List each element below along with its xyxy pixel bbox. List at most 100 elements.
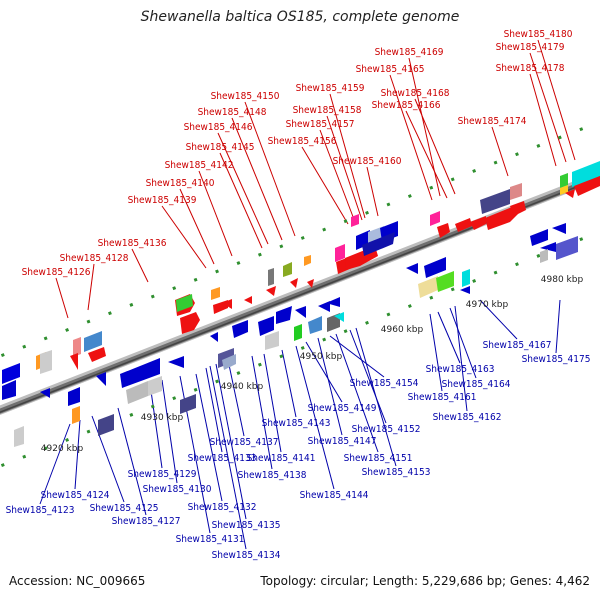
gene-label[interactable]: Shew185_4164 <box>442 379 511 390</box>
coordinate-ticks: 4920 kbp 4930 kbp 4940 kbp 4950 kbp 4960 kbp… <box>41 275 584 454</box>
leader-line <box>91 415 125 503</box>
leader-line <box>295 345 335 490</box>
gene-label[interactable]: Shew185_4127 <box>112 516 181 527</box>
gene-label[interactable]: Shew185_4124 <box>41 490 110 501</box>
gene-label[interactable]: Shew185_4154 <box>350 378 419 389</box>
gene-label[interactable]: Shew185_4153 <box>362 467 431 478</box>
page-title: Shewanella baltica OS185, complete genom… <box>140 9 460 25</box>
coordinate-tick-label: 4940 kbp <box>221 382 264 392</box>
leader-line <box>355 327 397 467</box>
leader-line <box>414 98 456 195</box>
gene-label[interactable]: Shew185_4156 <box>268 136 337 147</box>
gene-label[interactable]: Shew185_4137 <box>210 437 279 448</box>
leader-line <box>244 101 296 237</box>
leader-line <box>449 307 477 379</box>
gene-label[interactable]: Shew185_4168 <box>381 88 450 99</box>
leader-line <box>301 146 349 225</box>
gene-label[interactable]: Shew185_4143 <box>262 418 331 429</box>
label-leader-lines <box>39 39 576 550</box>
leader-line <box>349 329 387 424</box>
gene-label[interactable]: Shew185_4128 <box>60 253 129 264</box>
leader-line <box>326 115 363 221</box>
leader-line <box>219 152 263 249</box>
coordinate-tick-label: 4950 kbp <box>300 352 343 362</box>
leader-line <box>179 188 215 265</box>
gene-label[interactable]: Shew185_4139 <box>128 195 197 206</box>
leader-line <box>251 355 273 470</box>
gene-label[interactable]: Shew185_4169 <box>375 47 444 58</box>
gene-label[interactable]: Shew185_4123 <box>6 505 75 516</box>
gene-label[interactable]: Shew185_4141 <box>247 453 316 464</box>
leader-line <box>205 367 223 453</box>
leader-line <box>217 132 269 245</box>
gene-label[interactable]: Shew185_4147 <box>308 436 377 447</box>
leader-line <box>227 359 245 437</box>
gene-label[interactable]: Shew185_4149 <box>308 403 377 414</box>
leader-line <box>161 379 178 484</box>
gene-label[interactable]: Shew185_4152 <box>352 424 421 435</box>
leader-line <box>405 110 448 199</box>
leader-line <box>74 419 81 490</box>
leader-line <box>263 353 282 453</box>
gene-label[interactable]: Shew185_4174 <box>458 116 527 127</box>
leader-line <box>231 117 283 241</box>
leader-line <box>491 126 509 177</box>
gene-label[interactable]: Shew185_4135 <box>212 520 281 531</box>
leader-line <box>529 52 567 163</box>
gene-label[interactable]: Shew185_4175 <box>522 354 591 365</box>
leader-line <box>305 341 343 403</box>
gene-label[interactable]: Shew185_4145 <box>186 142 255 153</box>
gene-label[interactable]: Shew185_4148 <box>198 107 267 118</box>
gene-label[interactable]: Shew185_4179 <box>496 42 565 53</box>
accession-text: Accession: NC_009665 <box>9 574 146 588</box>
leader-line <box>537 39 576 161</box>
gene-label[interactable]: Shew185_4142 <box>165 160 234 171</box>
leader-line <box>161 205 207 269</box>
gene-label[interactable]: Shew185_4131 <box>176 534 245 545</box>
leader-line <box>131 248 149 283</box>
leader-line <box>329 93 366 219</box>
gene-label[interactable]: Shew185_4157 <box>286 119 355 130</box>
gene-label[interactable]: Shew185_4140 <box>146 178 215 189</box>
gene-label[interactable]: Shew185_4150 <box>211 91 280 102</box>
gene-label[interactable]: Shew185_4125 <box>90 503 159 514</box>
coordinate-tick-label: 4980 kbp <box>541 275 584 285</box>
gene-label[interactable]: Shew185_4132 <box>188 502 257 513</box>
gene-label[interactable]: Shew185_4180 <box>504 29 573 40</box>
gene-label[interactable]: Shew185_4167 <box>483 340 552 351</box>
leader-line <box>39 423 71 505</box>
leader-line <box>209 365 247 550</box>
gene-label[interactable]: Shew185_4163 <box>426 364 495 375</box>
gene-label[interactable]: Shew185_4162 <box>433 412 502 423</box>
top-strand-labels: Shew185_4180 Shew185_4179 Shew185_4178 Shew… <box>22 29 573 278</box>
leader-line <box>215 363 247 520</box>
gene-label[interactable]: Shew185_4178 <box>496 63 565 74</box>
gene-label[interactable]: Shew185_4130 <box>143 484 212 495</box>
gene-label[interactable]: Shew185_4134 <box>212 550 281 561</box>
coordinate-tick-label: 4970 kbp <box>466 300 509 310</box>
leader-line <box>55 277 69 319</box>
gene-label[interactable]: Shew185_4160 <box>333 156 402 167</box>
leader-line <box>198 170 233 257</box>
leader-line <box>319 129 356 223</box>
leader-line <box>335 333 379 453</box>
gene-label[interactable]: Shew185_4144 <box>300 490 369 501</box>
gene-label[interactable]: Shew185_4133 <box>188 453 257 464</box>
gene-label[interactable]: Shew185_4138 <box>238 470 307 481</box>
gene-label[interactable]: Shew185_4161 <box>408 392 477 403</box>
gene-label[interactable]: Shew185_4151 <box>344 453 413 464</box>
leader-line <box>317 337 343 436</box>
gene-label[interactable]: Shew185_4126 <box>22 267 91 278</box>
gene-label[interactable]: Shew185_4146 <box>184 122 253 133</box>
leader-line <box>529 73 557 167</box>
bottom-strand-labels: Shew185_4175 Shew185_4167 Shew185_4163 Shew… <box>6 340 591 561</box>
gene-label[interactable]: Shew185_4159 <box>296 83 365 94</box>
leader-line <box>117 407 147 516</box>
leader-line <box>366 166 379 217</box>
gene-label[interactable]: Shew185_4165 <box>356 64 425 75</box>
gene-label[interactable]: Shew185_4136 <box>98 238 167 249</box>
gene-label[interactable]: Shew185_4158 <box>293 105 362 116</box>
gene-label[interactable]: Shew185_4129 <box>128 469 197 480</box>
gene-label[interactable]: Shew185_4166 <box>372 100 441 111</box>
